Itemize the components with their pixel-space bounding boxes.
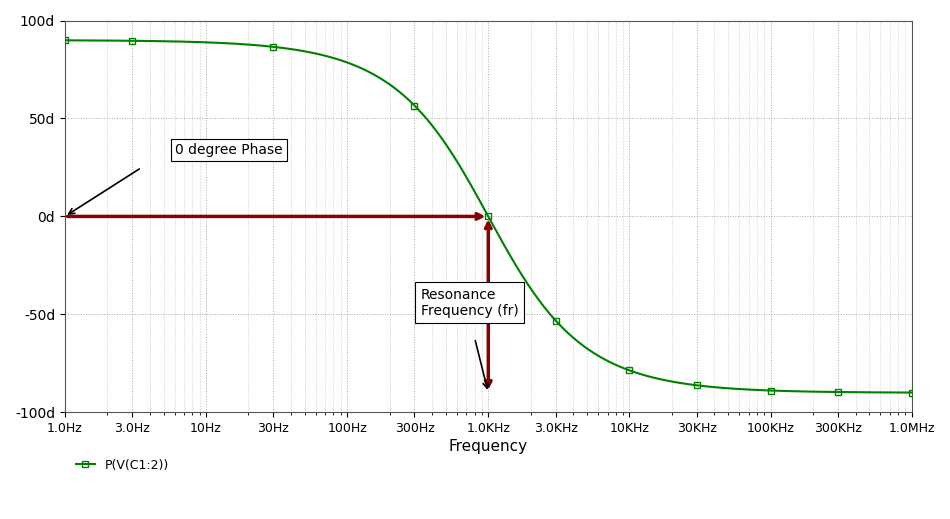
Text: Resonance
Frequency (fr): Resonance Frequency (fr) <box>421 288 519 318</box>
Legend: P(V(C1:2)): P(V(C1:2)) <box>71 454 174 476</box>
X-axis label: Frequency: Frequency <box>448 439 528 454</box>
Text: 0 degree Phase: 0 degree Phase <box>175 143 282 157</box>
